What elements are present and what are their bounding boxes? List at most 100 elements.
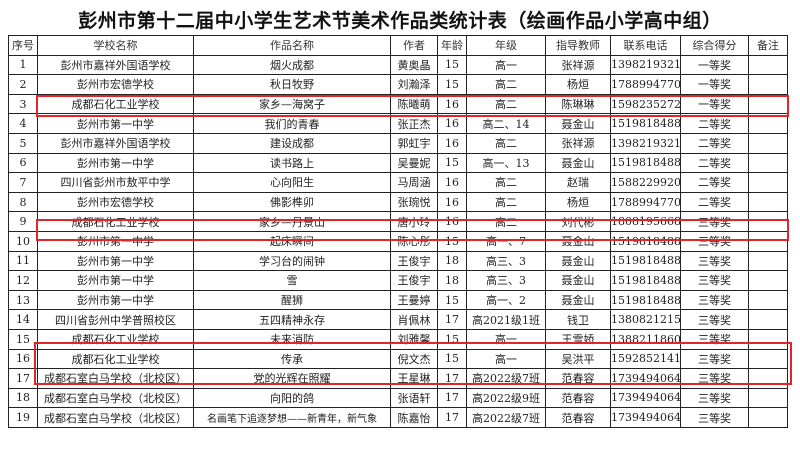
header-age: 年龄 — [437, 35, 467, 56]
cell-author: 张语轩 — [390, 387, 438, 409]
header-index: 序号 — [8, 35, 38, 56]
table-row: 16 成都石化工业学校 传承 倪文杰 15 高一 吴洪平 15928521417 三等奖 — [8, 348, 788, 370]
cell-teacher: 范春容 — [545, 387, 611, 409]
cell-author: 陈曦萌 — [390, 93, 438, 115]
cell-award: 三等奖 — [680, 211, 749, 232]
cell-teacher: 范春容 — [545, 368, 611, 389]
table-row: 3 成都石化工业学校 家乡—海窝子 陈曦萌 16 高二 陈琳琳 15982352723 一等奖 — [8, 93, 788, 115]
cell-award: 二等奖 — [680, 113, 749, 134]
cell-remark — [748, 211, 788, 232]
cell-age: 18 — [437, 270, 467, 291]
cell-remark — [748, 289, 788, 311]
cell-teacher: 聂金山 — [545, 270, 611, 291]
cell-age: 16 — [437, 132, 467, 154]
cell-school: 成都石室白马学校（北校区） — [37, 387, 194, 409]
cell-age: 15 — [437, 152, 467, 174]
cell-artwork: 传承 — [193, 348, 391, 370]
cell-teacher: 范春容 — [545, 407, 611, 428]
table-row: 19 成都石室白马学校（北校区） 名画笔下追逐梦想——新青年，新气象 陈嘉怡 17 高20… — [8, 407, 788, 428]
cell-age: 16 — [437, 93, 467, 115]
cell-author: 陈心彤 — [390, 230, 438, 252]
cell-teacher: 张祥源 — [545, 54, 611, 76]
cell-artwork: 学习台的闹钟 — [193, 250, 391, 272]
cell-phone: 15982352723 — [610, 93, 681, 115]
cell-school: 成都石室白马学校（北校区） — [37, 407, 194, 428]
cell-remark — [748, 172, 788, 193]
cell-index: 4 — [8, 113, 38, 134]
cell-teacher: 聂金山 — [545, 113, 611, 134]
cell-artwork: 建设成都 — [193, 132, 391, 154]
cell-artwork: 秋日牧野 — [193, 74, 391, 95]
cell-teacher: 聂金山 — [545, 289, 611, 311]
cell-index: 17 — [8, 368, 38, 389]
cell-author: 王星琳 — [390, 368, 438, 389]
cell-award: 三等奖 — [680, 289, 749, 311]
cell-phone: 17889947707 — [610, 74, 681, 95]
cell-school: 成都石室白马学校（北校区） — [37, 368, 194, 389]
cell-index: 19 — [8, 407, 38, 428]
cell-award: 一等奖 — [680, 93, 749, 115]
cell-school: 彭州市第一中学 — [37, 270, 194, 291]
page-title: 彭州市第十二届中小学生艺术节美术作品类统计表（绘画作品小学高中组） — [78, 10, 722, 32]
cell-phone: 18081956682 — [610, 211, 681, 232]
cell-age: 17 — [437, 407, 467, 428]
cell-artwork: 党的光辉在照耀 — [193, 368, 391, 389]
header-school: 学校名称 — [37, 35, 194, 56]
cell-award: 三等奖 — [680, 407, 749, 428]
cell-artwork: 佛影榫卯 — [193, 191, 391, 213]
cell-phone: 13982193217 — [610, 132, 681, 154]
cell-index: 15 — [8, 328, 38, 350]
cell-index: 2 — [8, 74, 38, 95]
table-row: 8 彭州市宏德学校 佛影榫卯 张琬悦 16 高二 杨烜 17889947707 二等奖 — [8, 191, 788, 213]
cell-artwork: 未来消防 — [193, 328, 391, 350]
cell-age: 15 — [437, 348, 467, 370]
table-row: 11 彭州市第一中学 学习台的闹钟 王俊宇 18 高三、3 聂金山 15198184886 三等… — [8, 250, 788, 272]
cell-phone: 13882118608 — [610, 328, 681, 350]
cell-teacher: 聂金山 — [545, 230, 611, 252]
cell-artwork: 五四精神永存 — [193, 309, 391, 330]
cell-index: 5 — [8, 132, 38, 154]
cell-phone: 15198184886 — [610, 113, 681, 134]
cell-teacher: 赵瑞 — [545, 172, 611, 193]
cell-grade: 高2022级9班 — [466, 387, 546, 409]
cell-award: 三等奖 — [680, 368, 749, 389]
cell-remark — [748, 309, 788, 330]
cell-age: 17 — [437, 368, 467, 389]
cell-index: 12 — [8, 270, 38, 291]
cell-remark — [748, 230, 788, 252]
cell-age: 16 — [437, 172, 467, 193]
cell-index: 7 — [8, 172, 38, 193]
cell-index: 14 — [8, 309, 38, 330]
cell-artwork: 起床瞬间 — [193, 230, 391, 252]
cell-award: 二等奖 — [680, 191, 749, 213]
cell-grade: 高2022级7班 — [466, 407, 546, 428]
cell-grade: 高二 — [466, 211, 546, 232]
award-table: 序号 学校名称 作品名称 作者 年龄 年级 指导教师 联系电话 综合得分 备注 1 彭州市嘉祥外国语… — [8, 35, 788, 428]
table-row: 15 成都石化工业学校 未来消防 刘雅馨 15 高一 王雪娇 13882118608 三等奖 — [8, 328, 788, 350]
cell-author: 王曼婷 — [390, 289, 438, 311]
cell-remark — [748, 152, 788, 174]
cell-teacher: 张祥源 — [545, 132, 611, 154]
cell-grade: 高一、7 — [466, 230, 546, 252]
cell-school: 成都石化工业学校 — [37, 93, 194, 115]
cell-phone: 15198184886 — [610, 270, 681, 291]
cell-phone: 15928521417 — [610, 348, 681, 370]
cell-remark — [748, 407, 788, 428]
cell-remark — [748, 270, 788, 291]
table-row: 9 成都石化工业学校 家乡—丹景山 唐小玲 16 高二 刘代彬 18081956682 三等奖 — [8, 211, 788, 232]
header-award: 综合得分 — [680, 35, 749, 56]
cell-phone: 15882299207 — [610, 172, 681, 193]
cell-grade: 高一、13 — [466, 152, 546, 174]
table-row: 6 彭州市第一中学 读书路上 吴曼妮 15 高一、13 聂金山 15198184886 二等奖 — [8, 152, 788, 174]
cell-school: 四川省彭州市敖平中学 — [37, 172, 194, 193]
cell-remark — [748, 93, 788, 115]
cell-index: 10 — [8, 230, 38, 252]
table-row: 17 成都石室白马学校（北校区） 党的光辉在照耀 王星琳 17 高2022级7班 范春容 17… — [8, 368, 788, 389]
table-row: 13 彭州市第一中学 醒狮 王曼婷 15 高一、2 聂金山 15198184886 三等奖 — [8, 289, 788, 311]
header-grade: 年级 — [466, 35, 546, 56]
cell-author: 王俊宇 — [390, 270, 438, 291]
cell-award: 三等奖 — [680, 348, 749, 370]
cell-index: 6 — [8, 152, 38, 174]
table-row: 18 成都石室白马学校（北校区） 向阳的鸽 张语轩 17 高2022级9班 范春容 17394… — [8, 387, 788, 409]
header-artwork: 作品名称 — [193, 35, 391, 56]
